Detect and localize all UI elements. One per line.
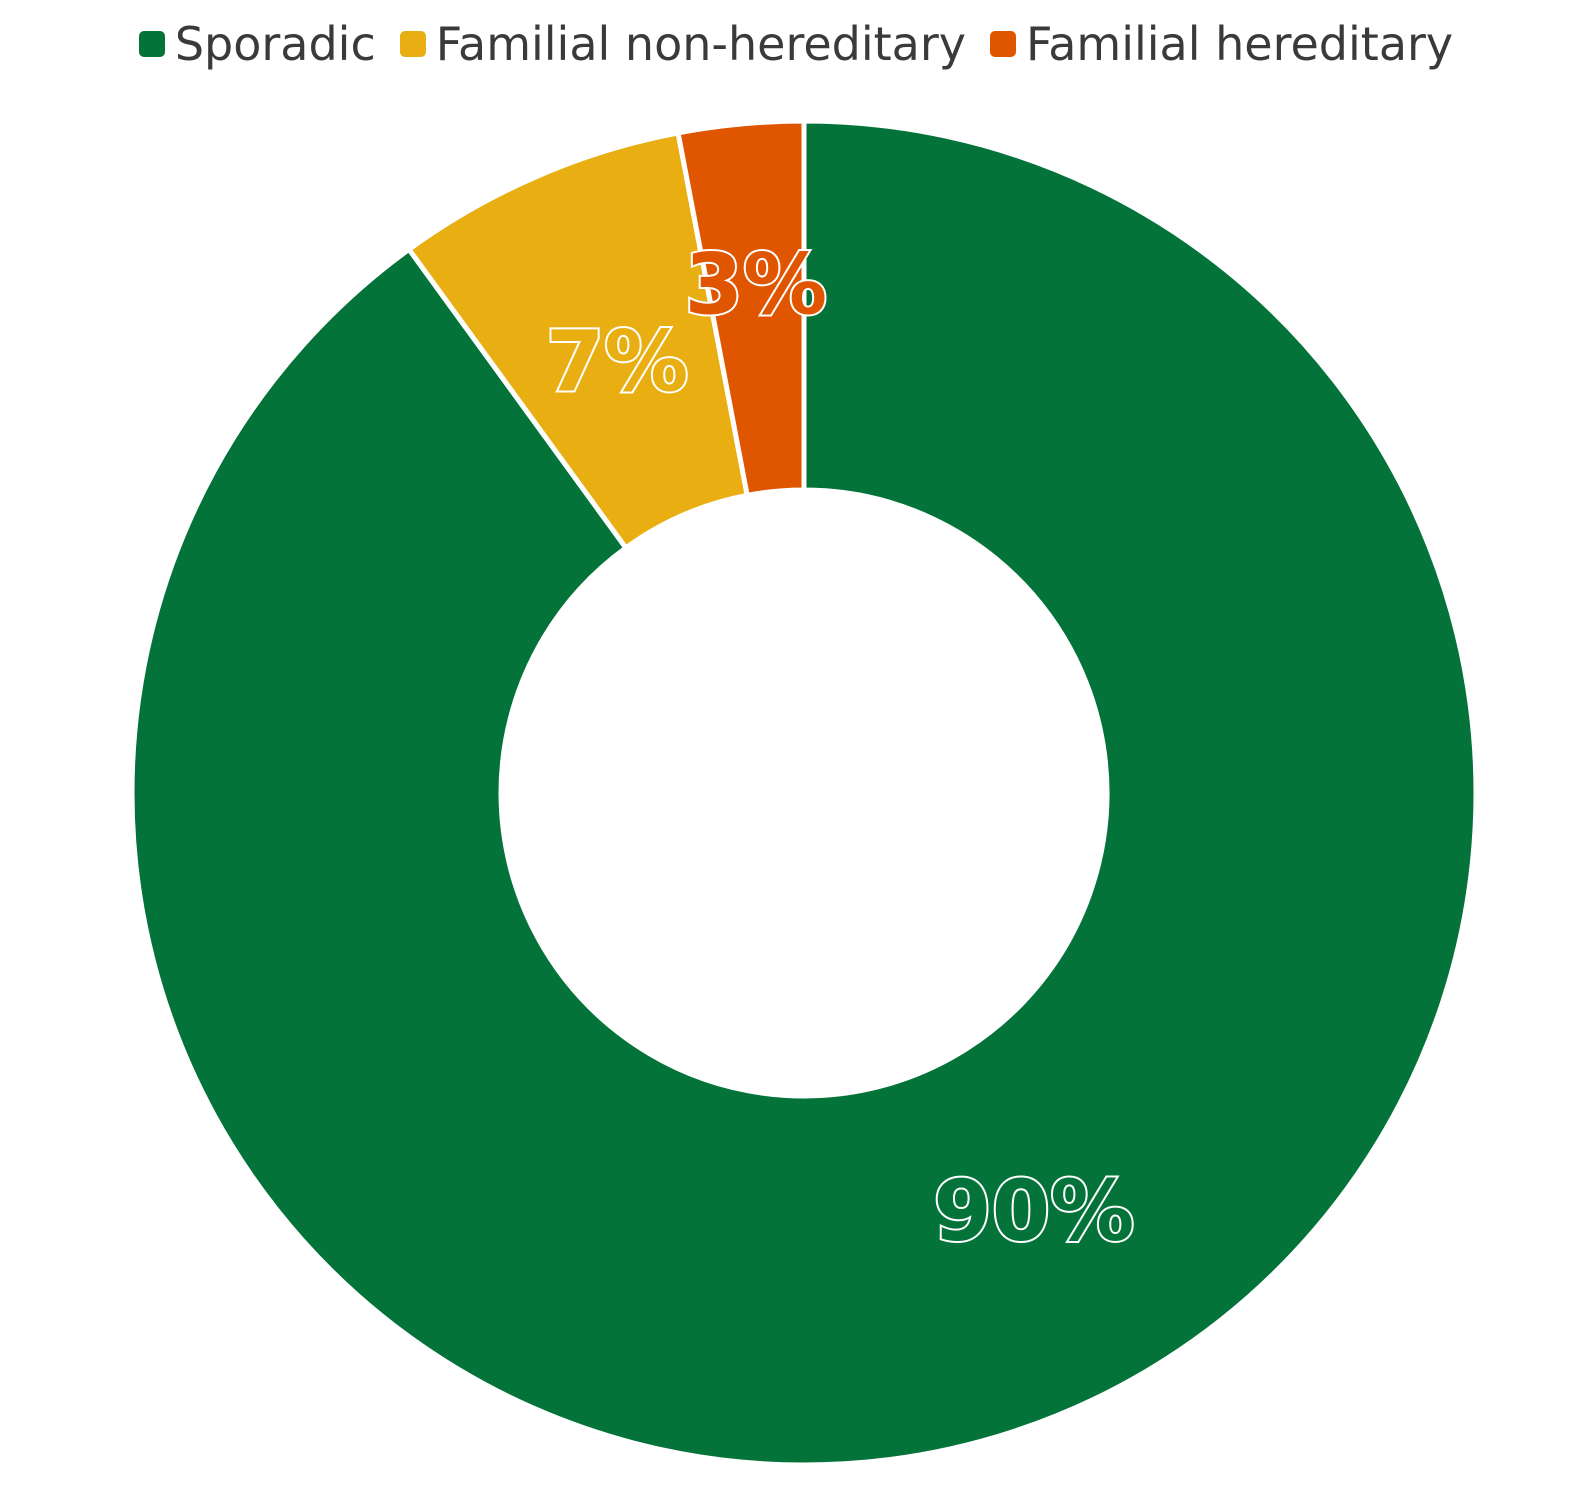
data-labels-group: 90% 7%3% (544, 234, 1137, 1263)
legend-swatch-familial-hereditary (989, 31, 1016, 57)
slices-group (129, 118, 1479, 1468)
legend-swatch-sporadic (138, 31, 165, 57)
legend-item-familial-non-hereditary: Familial non-hereditary (399, 17, 966, 71)
legend: Sporadic Familial non-hereditary Familia… (0, 4, 1592, 84)
data-label-familial-hereditary: 3% (685, 236, 828, 334)
slice-familial-hereditary (675, 118, 807, 498)
slice-sporadic (129, 118, 1479, 1468)
legend-item-sporadic: Sporadic (138, 17, 376, 71)
data-label-sporadic: 90% (933, 1162, 1134, 1260)
data-label-familial-non-hereditary: 7% (546, 312, 689, 410)
legend-swatch-familial-non-hereditary (399, 31, 426, 57)
legend-label-familial-hereditary: Familial hereditary (1025, 17, 1454, 71)
legend-item-familial-hereditary: Familial hereditary (989, 17, 1454, 71)
legend-label-familial-non-hereditary: Familial non-hereditary (435, 17, 966, 71)
legend-label-sporadic: Sporadic (174, 17, 376, 71)
